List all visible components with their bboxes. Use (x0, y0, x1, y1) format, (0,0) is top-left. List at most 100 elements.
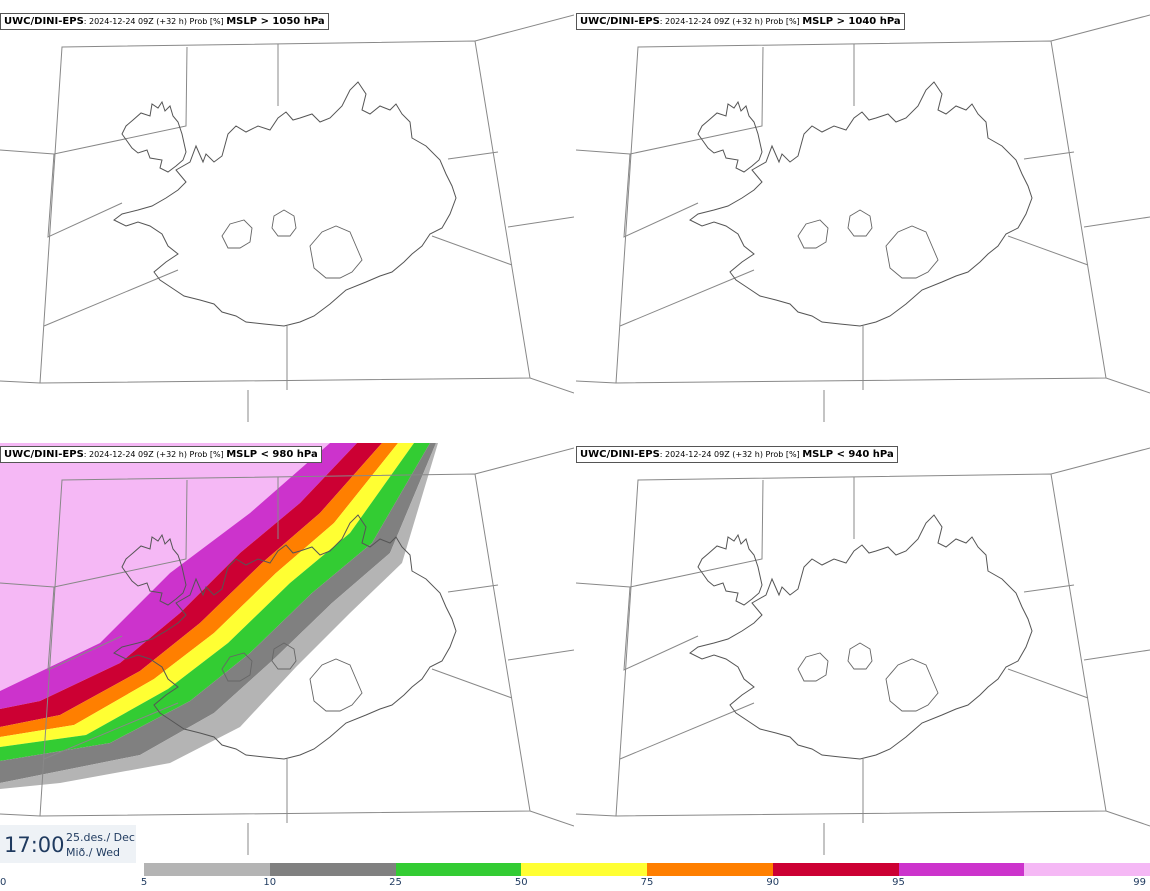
colorbar-segment (395, 863, 522, 876)
run-info: : 2024-12-24 09Z (+32 h) Prob [%] (659, 450, 803, 459)
colorbar-tick-label: 0 (0, 877, 7, 888)
run-info: : 2024-12-24 09Z (+32 h) Prob [%] (659, 17, 803, 26)
map-panel-mslp-gt-1050: UWC/DINI-EPS: 2024-12-24 09Z (+32 h) Pro… (0, 10, 574, 440)
grid-line (1105, 377, 1150, 394)
valid-date-line1: 25.des./ Dec (66, 831, 135, 844)
grid-line (431, 668, 513, 699)
panel-title: UWC/DINI-EPS: 2024-12-24 09Z (+32 h) Pro… (576, 13, 905, 30)
glacier-outline (271, 642, 297, 670)
colorbar-tick-label: 99 (1133, 877, 1146, 888)
map-panel-mslp-lt-980: UWC/DINI-EPS: 2024-12-24 09Z (+32 h) Pro… (0, 443, 574, 873)
grid-line (0, 380, 41, 384)
grid-line (447, 151, 499, 160)
grid-line (529, 810, 574, 827)
probability-colorbar (144, 863, 1150, 876)
grid-line (43, 269, 179, 327)
map-canvas (0, 14, 574, 422)
valid-time-hour: 17:00 (4, 833, 65, 857)
glacier-outline (797, 652, 829, 682)
grid-line (1023, 584, 1075, 593)
grid-line (1083, 216, 1150, 228)
grid-line (1007, 235, 1089, 266)
grid-line (576, 479, 764, 588)
grid-line (619, 702, 755, 760)
grid-line (615, 473, 1107, 817)
glacier-outline (221, 219, 253, 249)
grid-line (39, 40, 531, 384)
grid-line (1023, 151, 1075, 160)
colorbar-segment (772, 863, 899, 876)
valid-time-box: 17:00 25.des./ Dec Mið./ Wed (0, 825, 136, 863)
colorbar-segment (521, 863, 647, 876)
threshold-label: MSLP < 980 hPa (226, 449, 318, 460)
colorbar-segment (269, 863, 396, 876)
run-info: : 2024-12-24 09Z (+32 h) Prob [%] (83, 450, 227, 459)
glacier-outline (309, 225, 363, 279)
grid-line (619, 269, 755, 327)
colorbar-segment (898, 863, 1025, 876)
run-info: : 2024-12-24 09Z (+32 h) Prob [%] (83, 17, 227, 26)
panel-title: UWC/DINI-EPS: 2024-12-24 09Z (+32 h) Pro… (576, 446, 898, 463)
grid-line (1007, 668, 1089, 699)
colorbar-tick-label: 90 (766, 877, 780, 888)
panel-title: UWC/DINI-EPS: 2024-12-24 09Z (+32 h) Pro… (0, 446, 322, 463)
grid-line (474, 14, 574, 42)
grid-line (47, 153, 123, 238)
colorbar-segment (647, 863, 773, 876)
map-canvas (576, 447, 1150, 855)
grid-line (1083, 649, 1150, 661)
model-name: UWC/DINI-EPS (4, 449, 84, 460)
map-panel-mslp-lt-940: UWC/DINI-EPS: 2024-12-24 09Z (+32 h) Pro… (576, 443, 1150, 873)
grid-line (1105, 810, 1150, 827)
glacier-outline (847, 642, 873, 670)
grid-line (0, 46, 188, 155)
threshold-label: MSLP < 940 hPa (802, 449, 894, 460)
colorbar-segment (144, 863, 270, 876)
glacier-outline (309, 658, 363, 712)
panel-title: UWC/DINI-EPS: 2024-12-24 09Z (+32 h) Pro… (0, 13, 329, 30)
grid-line (507, 216, 574, 228)
grid-line (0, 813, 41, 817)
grid-line (615, 40, 1107, 384)
colorbar-tick-label: 10 (263, 877, 277, 888)
grid-line (576, 813, 617, 817)
grid-line (1050, 14, 1150, 42)
grid-line (576, 380, 617, 384)
glacier-outline (847, 209, 873, 237)
colorbar-segment (1024, 863, 1150, 876)
colorbar-tick-label: 25 (389, 877, 402, 888)
grid-line (507, 649, 574, 661)
map-panel-mslp-gt-1040: UWC/DINI-EPS: 2024-12-24 09Z (+32 h) Pro… (576, 10, 1150, 440)
valid-date-line2: Mið./ Wed (66, 846, 120, 859)
grid-line (447, 584, 499, 593)
threshold-label: MSLP > 1040 hPa (802, 16, 901, 27)
grid-line (0, 479, 188, 588)
threshold-label: MSLP > 1050 hPa (226, 16, 325, 27)
coastline (113, 81, 457, 327)
coastline (689, 514, 1033, 760)
glacier-outline (221, 652, 253, 682)
probability-band (0, 443, 357, 709)
glacier-outline (885, 658, 939, 712)
grid-line (623, 586, 699, 671)
glacier-outline (271, 209, 297, 237)
grid-line (529, 377, 574, 394)
grid-line (1050, 447, 1150, 475)
probability-band (0, 443, 398, 737)
probability-band (0, 443, 382, 727)
coastline (689, 81, 1033, 327)
grid-line (576, 46, 764, 155)
model-name: UWC/DINI-EPS (580, 16, 660, 27)
probability-band (0, 443, 330, 691)
grid-line (431, 235, 513, 266)
colorbar-tick-label: 75 (640, 877, 654, 888)
probability-band (0, 443, 438, 789)
colorbar-tick-label: 50 (514, 877, 528, 888)
map-canvas (0, 443, 574, 855)
model-name: UWC/DINI-EPS (4, 16, 84, 27)
map-canvas (576, 14, 1150, 422)
model-name: UWC/DINI-EPS (580, 449, 660, 460)
grid-line (47, 586, 123, 671)
grid-line (43, 702, 179, 760)
coastline (113, 514, 457, 760)
